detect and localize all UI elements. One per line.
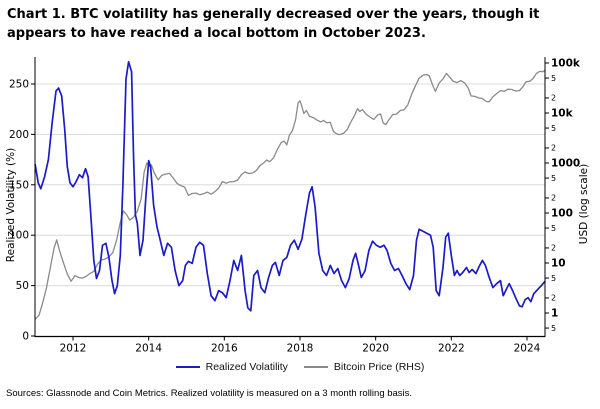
y-left-tick-label: 250	[9, 79, 29, 91]
y-left-tick-label: 0	[22, 331, 29, 343]
y-right-tick-label: 5	[551, 124, 556, 133]
price-line	[34, 69, 546, 320]
y-right-tick-label: 10k	[551, 108, 574, 120]
legend-swatch-volatility	[175, 366, 200, 368]
y-axis-label-left: Realized Volatility (%)	[5, 147, 17, 263]
x-tick-label: 2014	[135, 343, 162, 355]
y-left-tick-label: 50	[16, 280, 29, 292]
y-axis-label-right: USD (log scale)	[578, 163, 590, 245]
y-left-tick-label: 100	[9, 230, 29, 242]
y-right-tick-label: 5	[551, 324, 556, 333]
x-tick-label: 2024	[514, 343, 541, 355]
legend-item-volatility: Realized Volatility	[175, 361, 288, 373]
y-right-tick-label: 100	[551, 208, 573, 220]
y-right-tick-label: 2	[551, 244, 556, 253]
y-left-tick-label: 200	[9, 129, 29, 141]
y-right-tick-label: 5	[551, 224, 556, 233]
y-right-tick-label: 2	[551, 194, 556, 203]
y-right-tick-label: 2	[551, 144, 556, 153]
y-right-tick-label: 5	[551, 174, 556, 183]
y-right-tick-label: 2	[551, 94, 556, 103]
y-right-tick-label: 10	[551, 258, 566, 270]
volatility-line	[34, 60, 546, 312]
title-line-2: appears to have reached a local bottom i…	[7, 26, 426, 41]
legend-label-volatility: Realized Volatility	[205, 361, 288, 373]
x-tick-label: 2020	[362, 343, 389, 355]
title-line-1: Chart 1. BTC volatility has generally de…	[7, 7, 540, 22]
legend-label-price: Bitcoin Price (RHS)	[333, 361, 425, 373]
y-right-tick-label: 5	[551, 74, 556, 83]
x-tick-label: 2022	[438, 343, 465, 355]
y-right-tick-label: 5	[551, 274, 556, 283]
y-right-tick-label: 100k	[551, 58, 581, 70]
x-tick-label: 2012	[60, 343, 87, 355]
y-left-tick-label: 150	[9, 179, 29, 191]
sources-note: Sources: Glassnode and Coin Metrics. Rea…	[6, 388, 413, 399]
x-tick-label: 2016	[211, 343, 238, 355]
y-right-tick-label: 2	[551, 294, 556, 303]
y-right-tick-label: 1	[551, 308, 558, 320]
legend-item-price: Bitcoin Price (RHS)	[303, 361, 425, 373]
x-tick-label: 2018	[287, 343, 314, 355]
legend-swatch-price	[303, 366, 328, 368]
page-title: Chart 1. BTC volatility has generally de…	[7, 5, 595, 43]
legend: Realized Volatility Bitcoin Price (RHS)	[0, 361, 600, 373]
y-right-tick-label: 1000	[551, 158, 580, 170]
